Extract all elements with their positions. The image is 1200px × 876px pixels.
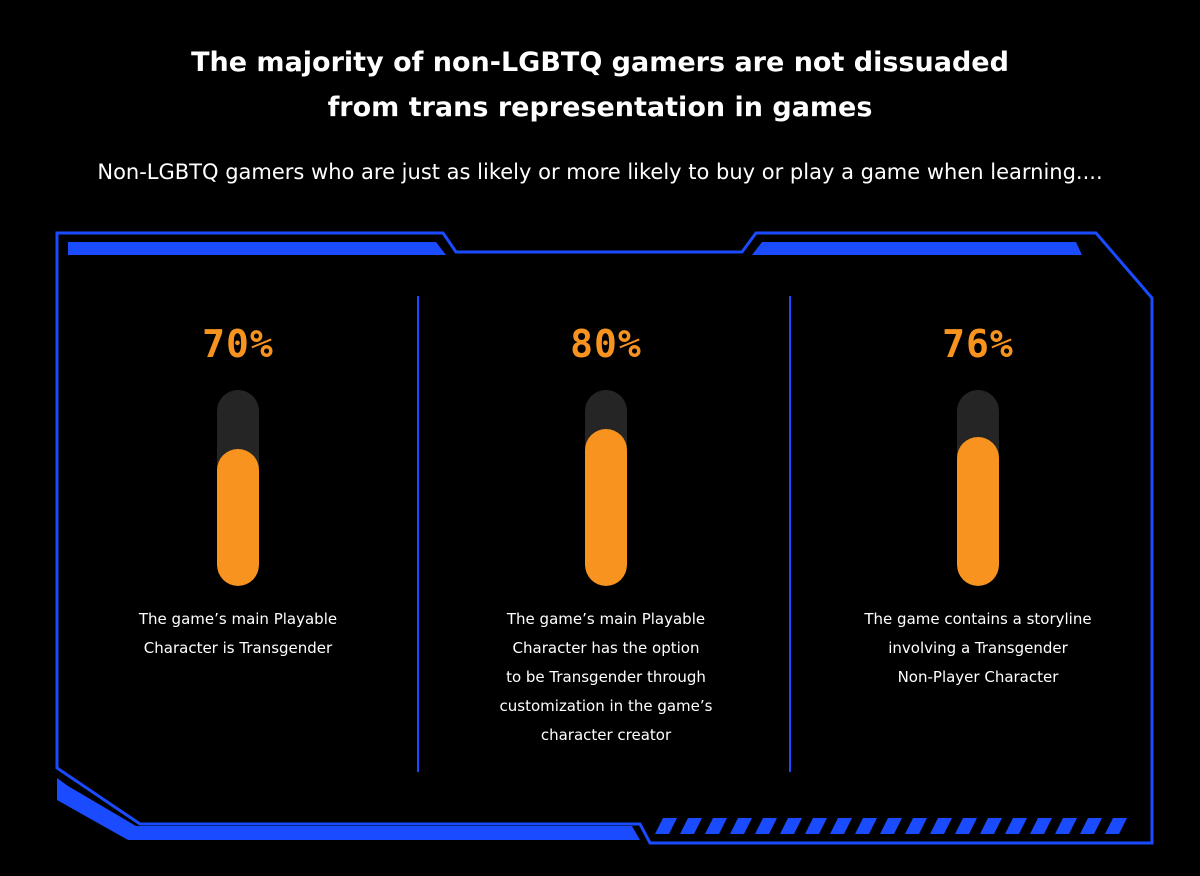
frame-outline <box>55 231 1154 845</box>
bar-fill <box>957 437 999 586</box>
category-label: The game’s main Playable Character is Tr… <box>92 605 384 663</box>
hatch-stripe <box>780 818 802 834</box>
hatch-stripe <box>1005 818 1027 834</box>
hatch-stripe <box>705 818 727 834</box>
frame-dividers <box>417 296 791 772</box>
chart-title: The majority of non-LGBTQ gamers are not… <box>0 40 1200 130</box>
hatch-stripe <box>1055 818 1077 834</box>
hatch-stripe <box>830 818 852 834</box>
hatch-stripe <box>1080 818 1102 834</box>
stat-panel-1: 70% The game’s main Playable Character i… <box>52 300 424 770</box>
bar-track <box>217 390 259 586</box>
category-label-line: The game’s main Playable <box>506 610 706 628</box>
hatch-stripe <box>1105 818 1127 834</box>
hatch-stripe <box>905 818 927 834</box>
category-label-line: Non-Player Character <box>897 668 1059 686</box>
frame-accent-top-left <box>68 242 446 255</box>
stat-panel-3: 76% The game contains a storyline involv… <box>792 300 1164 770</box>
frame-hatch <box>655 818 1127 834</box>
category-label-line: to be Transgender through <box>506 668 706 686</box>
hatch-stripe <box>805 818 827 834</box>
value-label: 80% <box>570 322 642 366</box>
frame-accent-bottom-left <box>57 778 640 840</box>
hatch-stripe <box>655 818 677 834</box>
hatch-stripe <box>730 818 752 834</box>
category-label-line: character creator <box>540 726 672 744</box>
category-label-line: involving a Transgender <box>888 639 1068 657</box>
chart-subtitle: Non-LGBTQ gamers who are just as likely … <box>97 160 1103 184</box>
category-label-line: customization in the game’s <box>499 697 713 715</box>
hatch-stripe <box>930 818 952 834</box>
value-label: 70% <box>202 322 274 366</box>
bar-track <box>585 390 627 586</box>
stat-panel-2: 80% The game’s main Playable Character h… <box>420 300 792 770</box>
bar-track <box>957 390 999 586</box>
category-label: The game contains a storyline involving … <box>832 605 1124 692</box>
category-label-line: Character is Transgender <box>143 639 333 657</box>
hatch-stripe <box>855 818 877 834</box>
hatch-stripe <box>755 818 777 834</box>
category-label-line: The game’s main Playable <box>138 610 338 628</box>
hatch-stripe <box>980 818 1002 834</box>
category-label: The game’s main Playable Character has t… <box>460 605 752 750</box>
category-label-line: Character has the option <box>512 639 700 657</box>
frame-border <box>55 231 1154 845</box>
category-label-line: The game contains a storyline <box>864 610 1092 628</box>
hatch-stripe <box>955 818 977 834</box>
hatch-stripe <box>1030 818 1052 834</box>
chart-title-line-2: from trans representation in games <box>327 92 873 123</box>
hatch-stripe <box>680 818 702 834</box>
chart-title-line-1: The majority of non-LGBTQ gamers are not… <box>191 47 1009 78</box>
frame-accents <box>57 242 1082 840</box>
value-label: 76% <box>942 322 1014 366</box>
bar-fill <box>217 449 259 586</box>
hatch-stripe <box>880 818 902 834</box>
bar-fill <box>585 429 627 586</box>
frame-accent-top-right <box>752 242 1082 255</box>
